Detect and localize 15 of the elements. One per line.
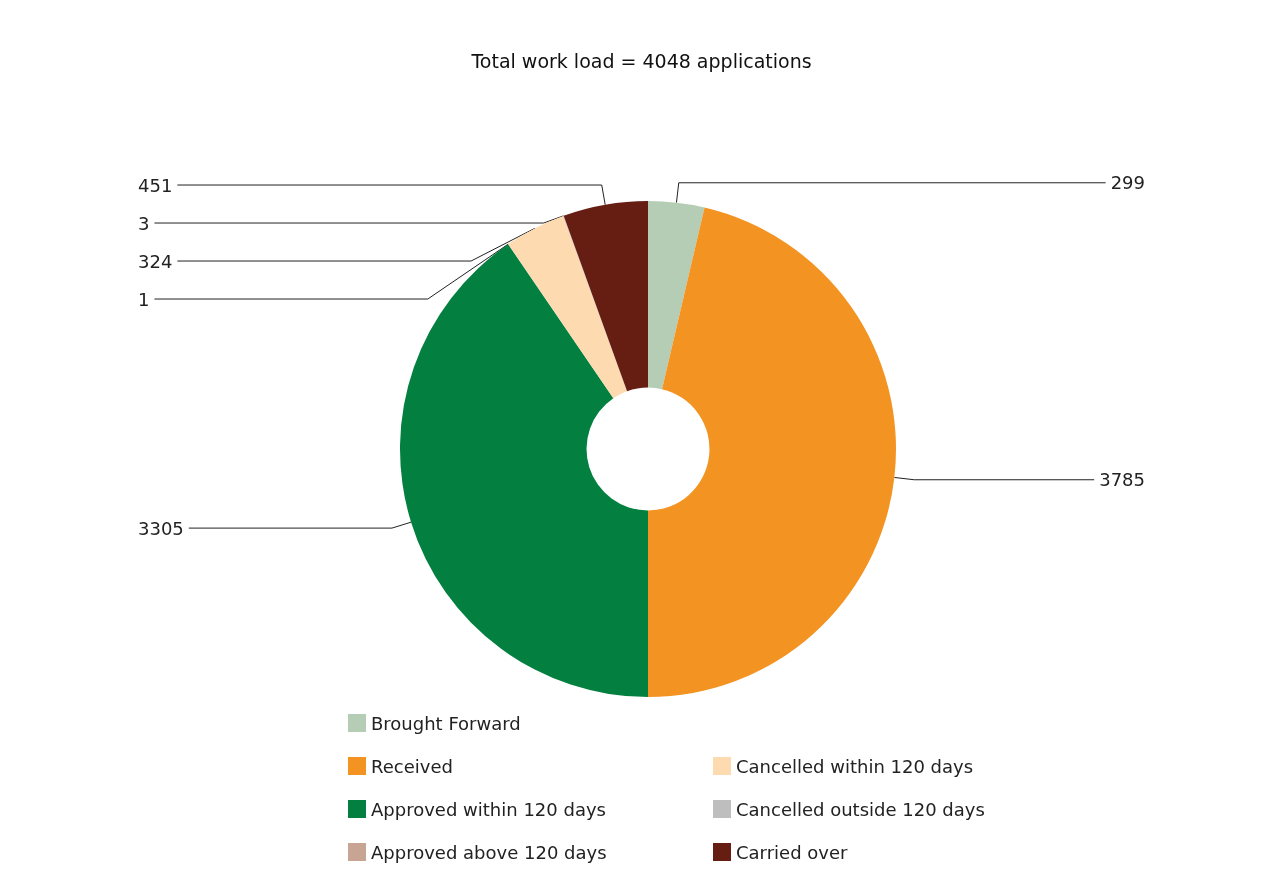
- data-label: 3: [138, 212, 150, 234]
- data-label: 3305: [138, 517, 184, 539]
- data-label: 1: [138, 288, 150, 310]
- legend-label: Received: [371, 755, 453, 777]
- chart-title: Total work load = 4048 applications: [470, 49, 812, 72]
- legend-label: Cancelled outside 120 days: [736, 798, 985, 820]
- legend-label: Approved within 120 days: [371, 798, 606, 820]
- data-label: 3785: [1099, 469, 1145, 491]
- data-label: 299: [1110, 172, 1145, 194]
- legend-label: Cancelled within 120 days: [736, 755, 974, 777]
- legend-label: Brought Forward: [371, 712, 521, 734]
- legend-label: Carried over: [736, 841, 849, 863]
- legend-label: Approved above 120 days: [371, 841, 607, 863]
- data-label: 451: [138, 174, 173, 196]
- data-label: 324: [138, 250, 173, 272]
